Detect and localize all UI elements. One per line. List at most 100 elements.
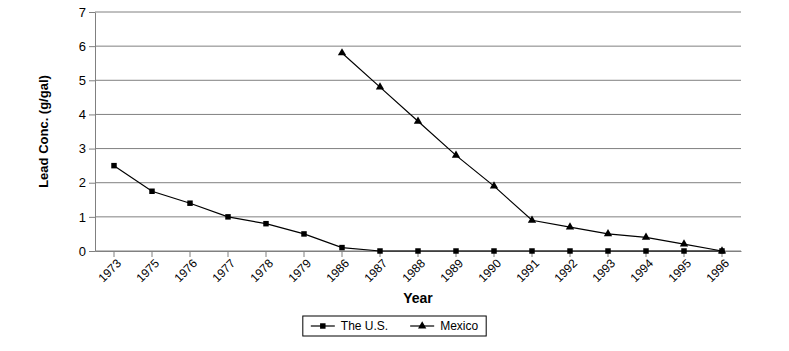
legend-label: The U.S. (341, 319, 388, 333)
x-tick-label: 1976 (171, 256, 200, 285)
x-tick-label: 1978 (247, 256, 276, 285)
x-tick: 1977 (209, 251, 238, 285)
x-tick: 1996 (703, 251, 732, 285)
marker (567, 248, 572, 253)
x-tick: 1986 (323, 251, 352, 285)
y-tick: 1 (79, 210, 95, 225)
marker (452, 151, 460, 158)
legend-label: Mexico (440, 319, 478, 333)
y-tick: 3 (79, 141, 95, 156)
marker (301, 231, 306, 236)
y-tick: 5 (79, 73, 95, 88)
x-tick: 1992 (551, 251, 580, 285)
y-tick-label: 3 (79, 141, 86, 156)
x-tick-label: 1991 (513, 256, 542, 285)
legend-marker (320, 323, 325, 328)
y-tick-mark (89, 149, 95, 150)
y-tick: 2 (79, 175, 95, 190)
y-tick-label: 0 (79, 244, 86, 259)
grid-line (95, 46, 741, 47)
legend-box (303, 316, 486, 336)
marker (681, 248, 686, 253)
x-tick: 1987 (361, 251, 390, 285)
y-tick-label: 6 (79, 39, 86, 54)
x-tick-label: 1989 (437, 256, 466, 285)
x-tick: 1978 (247, 251, 276, 285)
y-tick-mark (89, 12, 95, 13)
y-tick-mark (89, 80, 95, 81)
x-tick-label: 1990 (475, 256, 504, 285)
grid-line (95, 12, 741, 13)
x-tick-label: 1979 (285, 256, 314, 285)
y-tick: 6 (79, 39, 95, 54)
x-axis-title: Year (403, 290, 433, 306)
y-tick-mark (89, 251, 95, 252)
marker (338, 48, 346, 55)
x-tick-label: 1986 (323, 256, 352, 285)
marker (111, 163, 116, 168)
x-tick: 1993 (589, 251, 618, 285)
marker (529, 248, 534, 253)
marker (187, 200, 192, 205)
legend-item: Mexico (410, 319, 478, 333)
x-tick: 1989 (437, 251, 466, 285)
x-tick-label: 1996 (703, 256, 732, 285)
x-tick-label: 1992 (551, 256, 580, 285)
x-tick: 1975 (133, 251, 162, 285)
x-tick: 1976 (171, 251, 200, 285)
marker (415, 248, 420, 253)
marker (263, 221, 268, 226)
marker (225, 214, 230, 219)
marker (491, 248, 496, 253)
x-tick-label: 1987 (361, 256, 390, 285)
marker (376, 82, 384, 89)
legend: The U.S. Mexico (303, 316, 486, 336)
y-tick-mark (89, 46, 95, 47)
x-tick: 1988 (399, 251, 428, 285)
x-tick-label: 1975 (133, 256, 162, 285)
marker (377, 248, 382, 253)
x-tick: 1973 (95, 251, 124, 285)
series-line (114, 166, 722, 251)
marker (528, 215, 536, 222)
marker (605, 248, 610, 253)
grid-line (95, 216, 741, 217)
x-tick-label: 1988 (399, 256, 428, 285)
marker (566, 222, 574, 229)
marker (642, 233, 650, 240)
x-tick-label: 1977 (209, 256, 238, 285)
grid (95, 12, 741, 251)
y-tick-label: 5 (79, 73, 86, 88)
y-tick: 4 (79, 107, 95, 122)
y-tick-label: 1 (79, 210, 86, 225)
legend-item: The U.S. (311, 319, 388, 333)
y-tick-mark (89, 217, 95, 218)
grid-line (95, 114, 741, 115)
y-tick-mark (89, 183, 95, 184)
y-axis: 0 1 2 3 4 5 6 7 (79, 5, 96, 259)
grid-line (95, 148, 741, 149)
x-tick: 1991 (513, 251, 542, 285)
x-tick-label: 1993 (589, 256, 618, 285)
marker (414, 116, 422, 123)
marker (453, 248, 458, 253)
marker (643, 248, 648, 253)
x-tick-label: 1994 (627, 256, 656, 285)
series-line (342, 53, 722, 251)
x-tick-label: 1995 (665, 256, 694, 285)
marker (339, 245, 344, 250)
y-tick-label: 7 (79, 5, 86, 20)
grid-line (95, 182, 741, 183)
y-tick: 7 (79, 5, 95, 20)
x-tick: 1994 (627, 251, 656, 285)
marker (149, 189, 154, 194)
x-tick: 1995 (665, 251, 694, 285)
legend-marker (418, 321, 426, 328)
grid-line (95, 80, 741, 81)
marker (490, 181, 498, 188)
plot-area: 0 1 2 3 4 5 6 7 1973 1975 1976 1977 1978 1979 1986 1987… (79, 5, 742, 285)
y-tick-mark (89, 114, 95, 115)
y-tick-label: 4 (79, 107, 86, 122)
y-axis-title: Lead Conc. (g/gal) (36, 75, 51, 188)
marker (680, 239, 688, 246)
